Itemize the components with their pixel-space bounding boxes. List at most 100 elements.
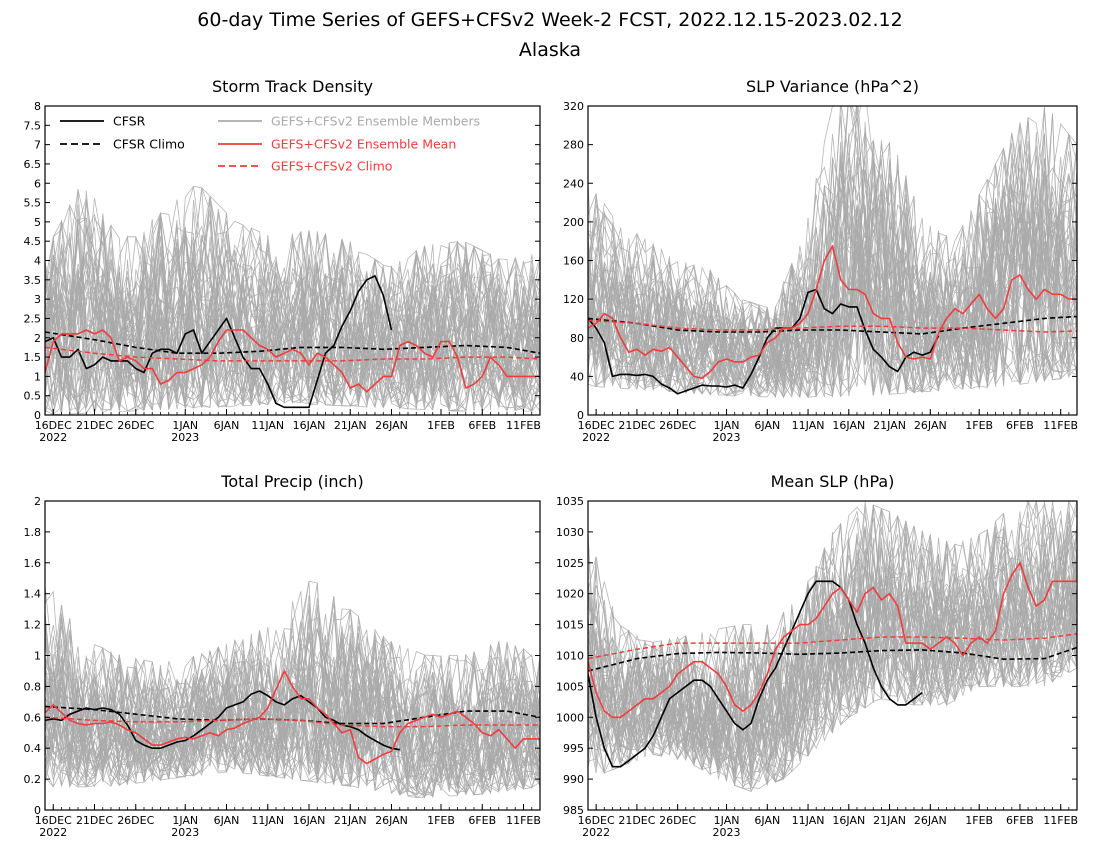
- y-tick-label: 160: [563, 255, 584, 268]
- y-tick-label: 120: [563, 293, 584, 306]
- x-tick-label: 1FEB: [427, 814, 455, 827]
- x-tick-label: 11JAN: [251, 419, 284, 432]
- ensemble-member-line: [588, 122, 1077, 399]
- y-tick-label: 0: [34, 409, 41, 422]
- x-tick-year-label: 2023: [713, 826, 741, 839]
- y-tick-label: 3: [34, 293, 41, 306]
- x-tick-label: 11JAN: [251, 814, 284, 827]
- x-tick-label: 26JAN: [375, 419, 408, 432]
- x-tick-label: 16DEC: [578, 814, 615, 827]
- plot-area: [588, 106, 1077, 399]
- ensemble-member-line: [588, 548, 1077, 776]
- cfsr-climo-line: [588, 646, 1077, 672]
- y-tick-label: 0.8: [24, 680, 42, 693]
- ensemble-member-line: [588, 529, 1077, 758]
- y-tick-label: 8: [34, 100, 41, 113]
- ensemble-member-line: [588, 537, 1077, 781]
- y-tick-label: 985: [563, 804, 584, 817]
- x-tick-label: 11JAN: [792, 419, 825, 432]
- ensemble-member-line: [45, 197, 540, 415]
- ensemble-member-line: [45, 212, 540, 409]
- panel-title: SLP Variance (hPa^2): [746, 77, 919, 96]
- x-tick-label: 11FEB: [1043, 814, 1078, 827]
- x-tick-year-label: 2023: [171, 431, 199, 444]
- x-tick-label: 11JAN: [792, 814, 825, 827]
- y-tick-label: 1035: [556, 495, 584, 508]
- x-tick-label: 26DEC: [659, 814, 696, 827]
- x-tick-label: 11FEB: [506, 814, 541, 827]
- legend-gefs-climo-label: GEFS+CFSv2 Climo: [271, 159, 392, 174]
- ensemble-member-line: [588, 134, 1077, 395]
- y-tick-label: 1010: [556, 650, 584, 663]
- x-tick-label: 16DEC: [35, 814, 72, 827]
- ensemble-member-line: [45, 205, 540, 412]
- x-tick-year-label: 2023: [171, 826, 199, 839]
- y-tick-label: 1020: [556, 588, 584, 601]
- ensemble-member-line: [45, 225, 540, 412]
- x-tick-label: 26JAN: [914, 419, 947, 432]
- gefs-climo-line: [45, 346, 540, 362]
- y-tick-label: 1: [34, 650, 41, 663]
- cfsr-climo-line: [588, 315, 1077, 335]
- ensemble-member-line: [45, 196, 540, 412]
- ensemble-member-line: [588, 563, 1077, 768]
- x-tick-label: 16DEC: [578, 419, 615, 432]
- y-tick-label: 3.5: [24, 274, 42, 287]
- x-tick-year-label: 2022: [582, 826, 610, 839]
- y-tick-label: 4.5: [24, 235, 42, 248]
- y-tick-label: 0.6: [24, 711, 42, 724]
- ensemble-member-line: [588, 513, 1077, 784]
- ensemble-member-line: [45, 204, 540, 411]
- gefs-climo-line: [588, 633, 1077, 660]
- x-tick-label: 26DEC: [117, 419, 154, 432]
- y-tick-label: 7.5: [24, 119, 42, 132]
- x-tick-label: 16JAN: [832, 814, 865, 827]
- x-tick-label: 21JAN: [334, 419, 367, 432]
- y-tick-label: 6: [34, 177, 41, 190]
- panel-title: Storm Track Density: [212, 77, 373, 96]
- y-tick-label: 1000: [556, 711, 584, 724]
- chart-panel-3: Total Precip (inch) 0 0.2 0.4 0.6 0.8 1 1.2 1.4 1…: [24, 472, 541, 839]
- y-tick-label: 2: [34, 495, 41, 508]
- x-tick-label: 16DEC: [35, 419, 72, 432]
- ensemble-member-line: [588, 534, 1077, 779]
- ensemble-mean-line: [588, 561, 1077, 719]
- chart-panel-1: Storm Track Density 0 0.5 1 1.5 2 2.5 3 3.5 4 4.5 5…: [24, 77, 541, 444]
- gefs-climo-line: [588, 319, 1077, 333]
- ensemble-member-line: [588, 506, 1077, 747]
- legend-ensemble-members-label: GEFS+CFSv2 Ensemble Members: [271, 114, 480, 129]
- ensemble-member-line: [588, 107, 1077, 387]
- ensemble-member-line: [588, 546, 1077, 772]
- ensemble-member-line: [588, 507, 1077, 793]
- ensemble-members: [588, 501, 1077, 793]
- y-tick-label: 6.5: [24, 158, 42, 171]
- x-tick-label: 6FEB: [468, 814, 496, 827]
- ensemble-members: [45, 580, 540, 799]
- ensemble-member-line: [45, 639, 540, 797]
- ensemble-member-line: [45, 219, 540, 414]
- panel-title: Mean SLP (hPa): [771, 472, 895, 491]
- y-tick-label: 1: [34, 370, 41, 383]
- y-tick-label: 1.5: [24, 351, 42, 364]
- plot-area: [45, 580, 540, 799]
- ensemble-member-line: [45, 231, 540, 403]
- x-tick-label: 21DEC: [76, 419, 113, 432]
- legend-cfsr-climo-label: CFSR Climo: [113, 137, 185, 152]
- ensemble-member-line: [45, 185, 540, 412]
- ensemble-member-line: [588, 204, 1077, 399]
- ensemble-member-line: [45, 227, 540, 406]
- y-tick-label: 0: [34, 804, 41, 817]
- x-tick-label: 6JAN: [214, 419, 240, 432]
- y-tick-label: 1.8: [24, 526, 42, 539]
- ensemble-members: [45, 185, 540, 415]
- ensemble-member-line: [588, 511, 1077, 773]
- y-tick-label: 990: [563, 773, 584, 786]
- legend-ensemble-mean-label: GEFS+CFSv2 Ensemble Mean: [271, 137, 456, 152]
- x-tick-label: 21JAN: [873, 814, 906, 827]
- y-tick-label: 280: [563, 139, 584, 152]
- chart-panel-4: Mean SLP (hPa) 985 990 995 1000 1005 1010 1015 1…: [556, 472, 1078, 839]
- ensemble-member-line: [588, 106, 1077, 396]
- y-tick-label: 0: [577, 409, 584, 422]
- y-tick-label: 2: [34, 332, 41, 345]
